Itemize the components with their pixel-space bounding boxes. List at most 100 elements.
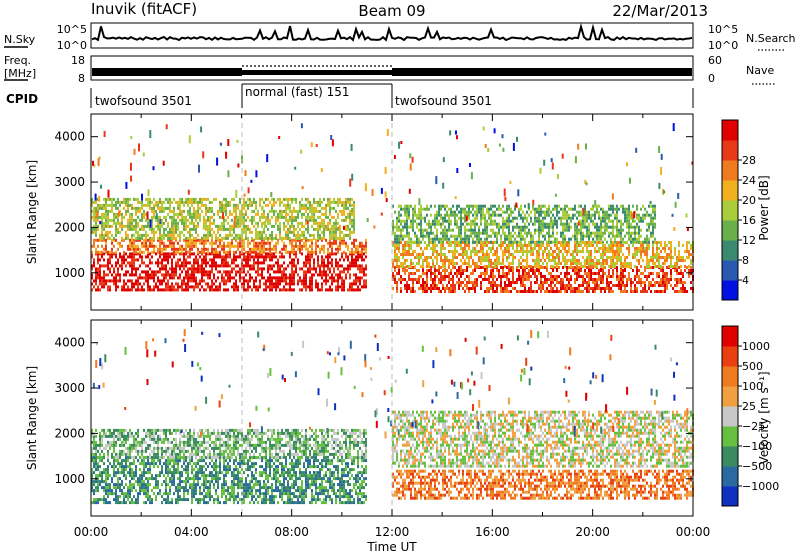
data-cell: [329, 206, 331, 210]
data-cell: [229, 227, 231, 231]
data-cell: [101, 285, 103, 289]
data-cell: [520, 256, 522, 259]
data-cell: [349, 230, 351, 234]
data-cell: [432, 287, 434, 290]
data-cell: [279, 270, 281, 274]
data-cell: [149, 197, 151, 201]
data-cell: [656, 241, 658, 244]
data-cell: [305, 209, 307, 213]
data-cell: [131, 236, 133, 240]
data-cell: [299, 250, 301, 254]
data-cell: [265, 288, 267, 292]
data-cell: [113, 279, 115, 283]
data-cell: [562, 256, 564, 259]
data-cell: [135, 206, 137, 210]
data-cell: [139, 218, 141, 222]
data-cell: [341, 238, 343, 242]
data-cell: [249, 279, 251, 283]
data-cell: [353, 203, 355, 207]
data-cell: [644, 269, 646, 272]
data-cell: [159, 282, 161, 286]
data-cell: [624, 287, 626, 290]
data-cell: [305, 215, 307, 219]
data-cell: [632, 256, 634, 259]
data-cell: [341, 276, 343, 280]
data-cell: [167, 270, 169, 274]
data-cell: [309, 200, 311, 204]
data-cell: [532, 247, 534, 250]
data-cell: [223, 224, 225, 228]
data-cell: [506, 290, 508, 293]
data-cell: [203, 236, 205, 240]
data-cell: [472, 287, 474, 290]
data-cell: [353, 250, 355, 254]
data-cell: [580, 284, 582, 287]
data-cell: [616, 266, 618, 269]
data-cell: [293, 282, 295, 286]
data-cell: [416, 225, 418, 229]
data-cell: [267, 241, 269, 245]
data-cell: [149, 258, 151, 262]
data-cell: [191, 238, 193, 242]
data-cell: [121, 212, 123, 216]
data-cell: [418, 228, 420, 232]
data-cell: [271, 238, 273, 242]
data-cell: [261, 244, 263, 248]
data-cell: [412, 253, 414, 256]
data-cell: [205, 224, 207, 228]
data-cell: [317, 215, 319, 219]
data-cell: [211, 241, 213, 245]
data-cell: [247, 244, 249, 248]
data-cell: [554, 244, 556, 247]
data-cell: [640, 265, 642, 268]
data-cell: [530, 240, 532, 244]
data-cell: [135, 227, 137, 231]
data-cell: [127, 244, 129, 248]
data-cell: [331, 244, 333, 248]
data-cell: [247, 288, 249, 292]
data-cell: [408, 210, 410, 214]
data-cell: [490, 259, 492, 262]
data-cell: [249, 218, 251, 222]
data-cell: [540, 207, 542, 211]
data-cell: [229, 247, 231, 251]
data-cell: [169, 233, 171, 237]
data-cell: [414, 210, 416, 214]
data-cell: [149, 203, 151, 207]
data-cell: [562, 287, 564, 290]
data-cell: [221, 276, 223, 280]
data-cell: [325, 276, 327, 280]
data-cell: [271, 264, 273, 268]
data-cell: [484, 222, 486, 226]
data-cell: [586, 256, 588, 259]
data-cell: [392, 262, 394, 265]
data-cell: [347, 200, 349, 204]
data-cell: [163, 241, 165, 245]
data-cell: [506, 210, 508, 214]
data-cell: [291, 261, 293, 265]
data-cell: [195, 215, 197, 219]
data-cell: [414, 278, 416, 281]
data-cell: [402, 269, 404, 272]
data-cell: [91, 209, 93, 213]
data-cell: [177, 200, 179, 204]
data-cell: [185, 197, 187, 201]
data-cell: [574, 244, 576, 247]
data-cell: [432, 284, 434, 287]
data-cell: [462, 250, 464, 253]
data-cell: [307, 238, 309, 242]
data-cell: [157, 270, 159, 274]
data-cell: [159, 267, 161, 271]
data-cell: [516, 278, 518, 281]
data-cell: [454, 216, 456, 220]
data-cell: [676, 281, 678, 284]
data-cell: [127, 255, 129, 259]
data-cell: [197, 238, 199, 242]
data-cell: [610, 262, 612, 265]
data-cell: [183, 215, 185, 219]
data-cell: [293, 230, 295, 234]
data-cell: [161, 206, 163, 210]
data-cell: [548, 207, 550, 211]
data-cell: [307, 227, 309, 231]
data-cell: [245, 236, 247, 240]
